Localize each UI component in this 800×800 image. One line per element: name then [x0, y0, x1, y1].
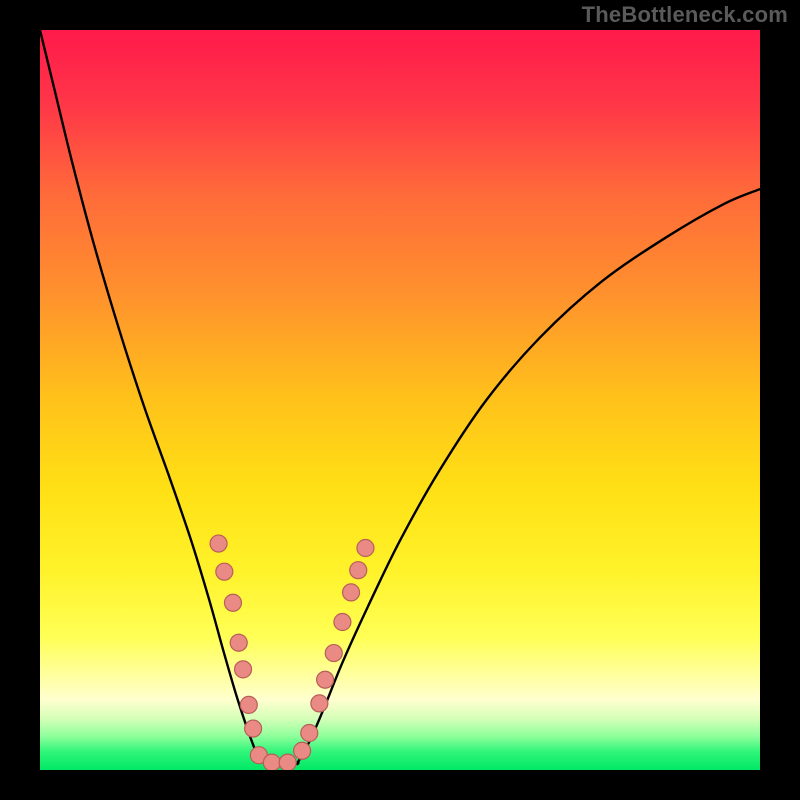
curve-marker — [216, 563, 233, 580]
curve-marker — [334, 614, 351, 631]
curve-marker — [279, 754, 296, 770]
curve-marker — [294, 742, 311, 759]
curve-marker — [311, 695, 328, 712]
curve-marker — [224, 594, 241, 611]
watermark-text: TheBottleneck.com — [582, 2, 788, 28]
chart-stage: TheBottleneck.com — [0, 0, 800, 800]
curve-marker — [317, 671, 334, 688]
plot-area — [40, 30, 760, 770]
curve-marker — [325, 645, 342, 662]
gradient-background — [40, 30, 760, 770]
curve-marker — [210, 535, 227, 552]
curve-marker — [240, 696, 257, 713]
curve-marker — [357, 540, 374, 557]
curve-marker — [301, 725, 318, 742]
curve-marker — [245, 720, 262, 737]
plot-svg — [40, 30, 760, 770]
curve-marker — [235, 661, 252, 678]
curve-marker — [230, 634, 247, 651]
curve-marker — [263, 754, 280, 770]
curve-marker — [343, 584, 360, 601]
curve-marker — [350, 562, 367, 579]
